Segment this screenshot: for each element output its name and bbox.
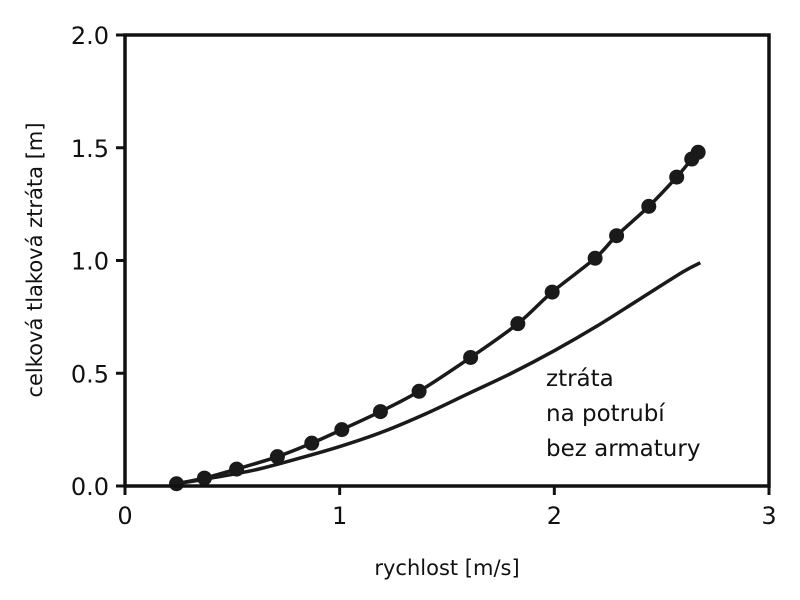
- x-tick-label: 2: [547, 502, 562, 530]
- x-tick-label: 3: [761, 502, 776, 530]
- x-tick-label: 0: [117, 502, 132, 530]
- series-1-point: [544, 284, 560, 300]
- series-2-line: [176, 261, 702, 486]
- series-1-point: [411, 383, 427, 399]
- x-tick-label: 1: [332, 502, 347, 530]
- plot-frame: [123, 33, 771, 488]
- annotation-line-1: ztráta: [546, 366, 614, 392]
- y-axis-label: celková tlaková ztráta [m]: [23, 122, 47, 397]
- y-tick-label: 1.0: [71, 248, 109, 276]
- series-1-point: [269, 449, 285, 465]
- series-1-point: [669, 169, 685, 185]
- series-1-line: [176, 151, 700, 486]
- series-1-point: [372, 404, 388, 420]
- y-tick-label: 0.5: [71, 360, 109, 388]
- annotation-line-2: na potrubí: [546, 401, 665, 427]
- series-1-point: [609, 228, 625, 244]
- y-tick-label: 1.5: [71, 135, 109, 163]
- y-tick-label: 2.0: [71, 22, 109, 50]
- series-layer: [169, 144, 706, 492]
- series-1-point: [463, 349, 479, 365]
- x-axis-label: rychlost [m/s]: [374, 556, 519, 580]
- series-1-point: [510, 316, 526, 332]
- annotation-line-3: bez armatury: [546, 436, 700, 462]
- series-1-point: [334, 422, 350, 438]
- series-1-point: [690, 144, 706, 160]
- series-1-point: [587, 250, 603, 266]
- ticks-layer: 0 1 2 3 0.0 0.5 1.0 1.5 2.0: [71, 22, 777, 530]
- series-1-point: [304, 435, 320, 451]
- y-tick-label: 0.0: [71, 473, 109, 501]
- series-1-point: [641, 198, 657, 214]
